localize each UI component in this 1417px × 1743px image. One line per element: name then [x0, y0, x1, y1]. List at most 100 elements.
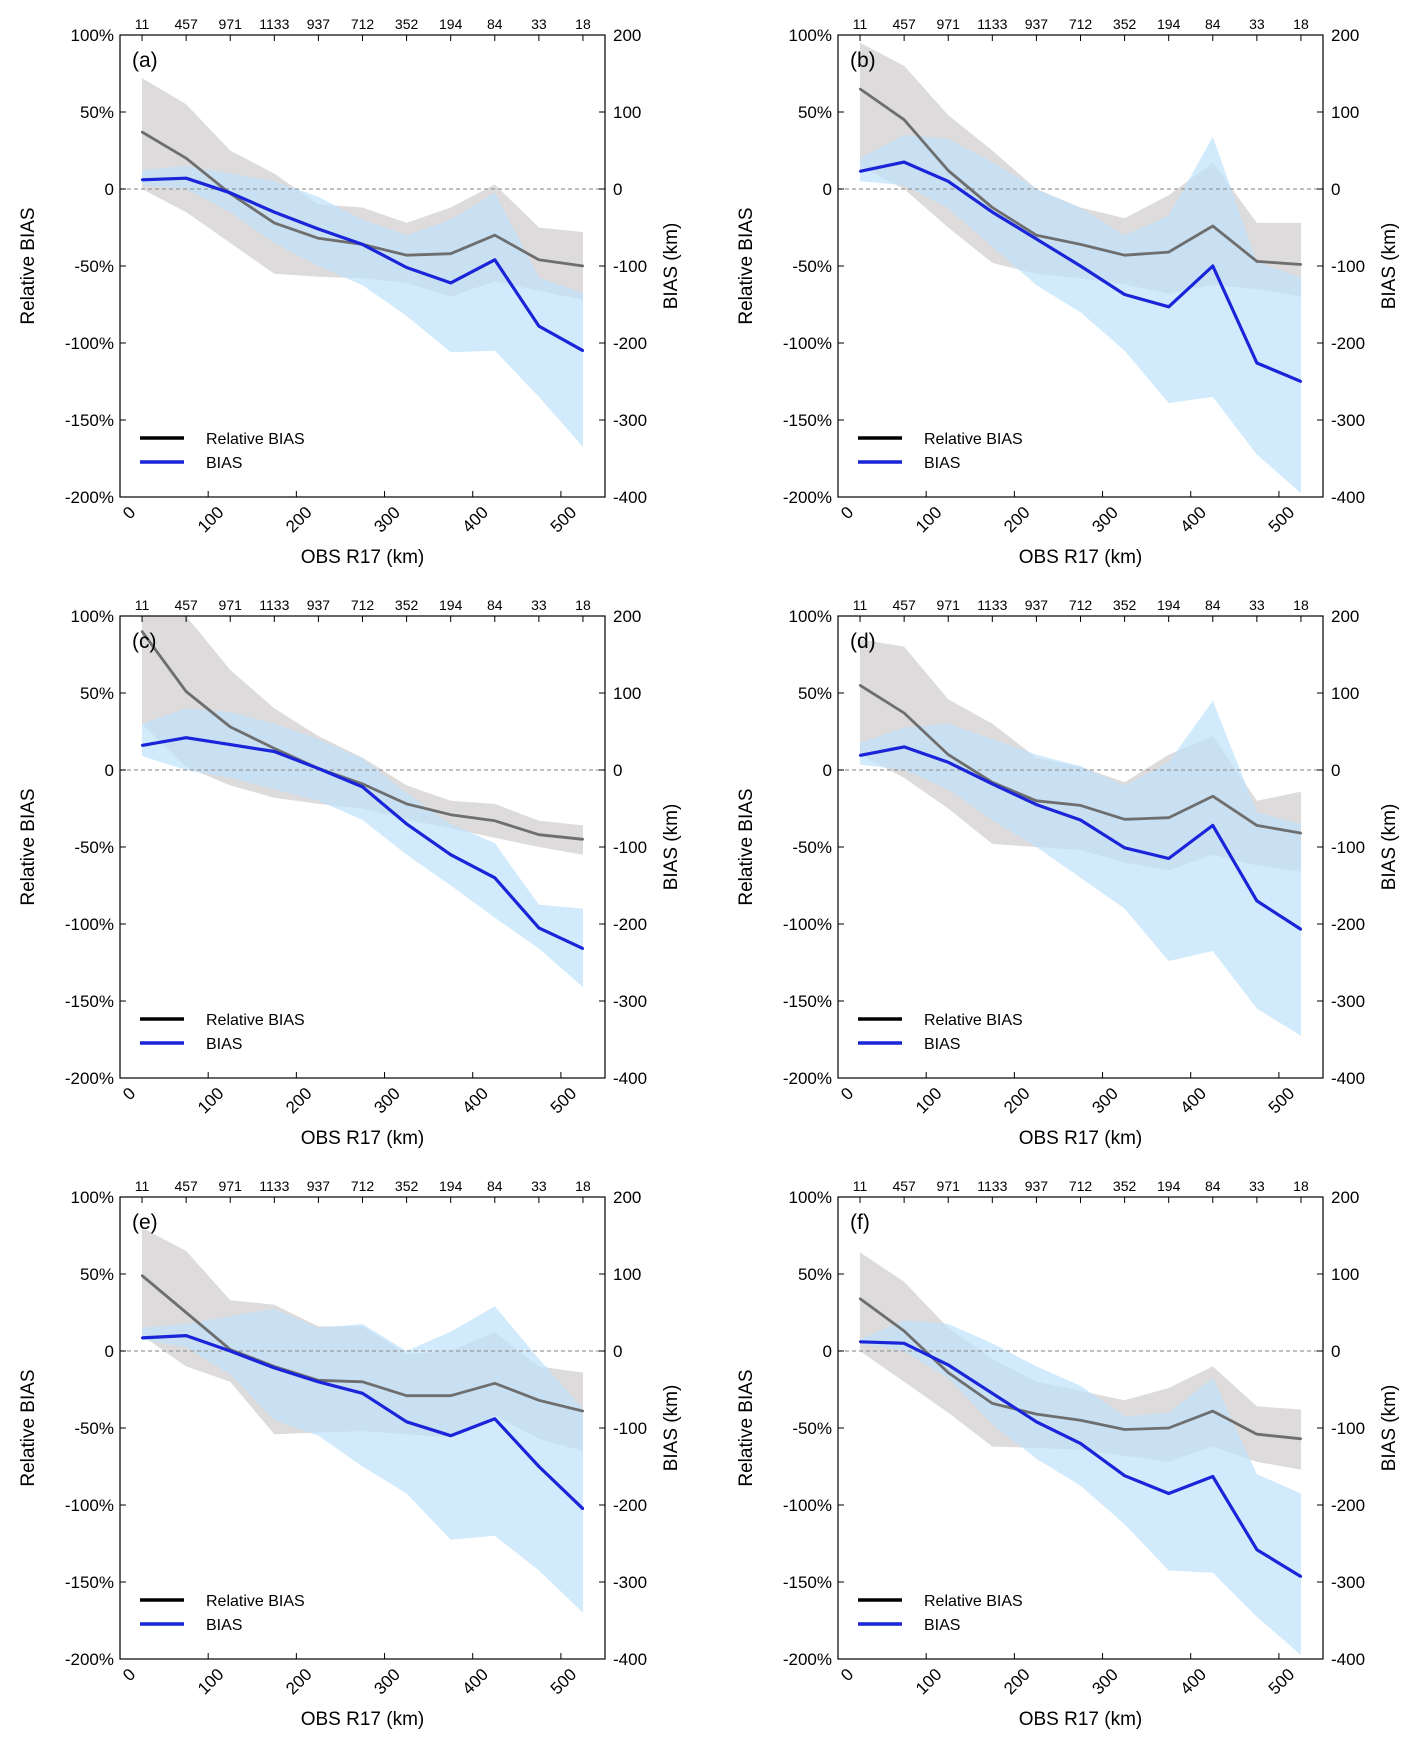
- left-tick-label: 0: [823, 1342, 832, 1361]
- x-tick-label: 200: [1000, 503, 1033, 536]
- right-tick-label: 200: [613, 1188, 641, 1207]
- right-y-axis-title: BIAS (km): [661, 804, 682, 891]
- right-tick-label: 100: [613, 684, 641, 703]
- chart-panel-e: 100% 50% 0 -50% -100% -150% -200% 200 100 0 -100 -2…: [18, 1178, 682, 1730]
- bias-point: [449, 853, 452, 856]
- x-tick-label: 0: [119, 1084, 139, 1104]
- relative-bias-point: [1211, 224, 1214, 228]
- relative-bias-point: [140, 1274, 144, 1277]
- x-tick-label: 0: [119, 1665, 139, 1685]
- left-y-axis-title: Relative BIAS: [18, 207, 39, 324]
- sample-count-label: 194: [1157, 597, 1181, 613]
- x-tick-label: 300: [1088, 503, 1121, 536]
- relative-bias-point: [537, 833, 541, 836]
- sample-count-label: 937: [307, 16, 331, 32]
- sample-count-label: 194: [439, 597, 463, 613]
- left-tick-label: 50%: [80, 684, 114, 703]
- bias-point: [581, 1507, 585, 1511]
- bias-point: [1079, 818, 1082, 822]
- sample-count-label: 457: [174, 597, 198, 613]
- bias-point: [361, 243, 364, 246]
- bias-spread-band: [142, 708, 583, 988]
- relative-bias-point: [902, 118, 906, 121]
- relative-bias-point: [140, 630, 144, 633]
- left-tick-label: 50%: [798, 103, 832, 122]
- bias-point: [493, 1417, 496, 1420]
- sample-count-label: 937: [307, 1178, 331, 1194]
- x-tick-label: 100: [912, 1084, 945, 1117]
- sample-count-label: 11: [853, 1178, 868, 1194]
- bias-spread-band: [142, 1306, 583, 1613]
- right-tick-label: -200: [1331, 334, 1365, 353]
- bias-point: [317, 227, 320, 231]
- relative-bias-point: [902, 711, 906, 715]
- sample-count-label: 18: [1293, 1178, 1309, 1194]
- relative-bias-point: [1255, 824, 1259, 827]
- bias-point: [273, 210, 276, 214]
- relative-bias-point: [1079, 243, 1082, 246]
- right-tick-label: -400: [1331, 1650, 1365, 1669]
- relative-bias-point: [1123, 1428, 1126, 1431]
- sample-count-label: 33: [531, 597, 547, 613]
- sample-count-label: 84: [487, 597, 503, 613]
- right-tick-label: 0: [613, 180, 622, 199]
- sample-count-label: 457: [892, 16, 916, 32]
- chart-panel-f: 100% 50% 0 -50% -100% -150% -200% 200 100 0 -100 -2…: [736, 1178, 1400, 1730]
- legend-label-bias: BIAS: [924, 1617, 960, 1634]
- relative-bias-point: [273, 221, 276, 225]
- bias-point: [140, 744, 144, 747]
- relative-bias-point: [140, 130, 144, 134]
- bias-point: [902, 745, 906, 749]
- bias-point: [229, 1349, 232, 1353]
- left-tick-label: 100%: [71, 1188, 114, 1207]
- sample-count-label: 712: [351, 1178, 375, 1194]
- legend-label-bias: BIAS: [206, 1617, 242, 1634]
- panel-label: (d): [850, 630, 876, 653]
- chart-panel-c: 100% 50% 0 -50% -100% -150% -200% 200 100 0 -100 -2…: [18, 597, 682, 1149]
- relative-bias-point: [493, 234, 496, 237]
- sample-count-label: 971: [219, 16, 243, 32]
- sample-count-label: 11: [853, 16, 868, 32]
- right-tick-label: 100: [1331, 1265, 1359, 1284]
- right-tick-label: -400: [613, 1069, 647, 1088]
- sample-count-label: 937: [307, 597, 331, 613]
- x-tick-label: 200: [282, 1665, 315, 1698]
- relative-bias-point: [229, 725, 232, 729]
- left-tick-label: -50%: [74, 1419, 114, 1438]
- sample-count-label: 712: [1069, 597, 1093, 613]
- right-tick-label: 200: [613, 26, 641, 45]
- bias-point: [581, 947, 585, 950]
- bias-point: [229, 191, 232, 195]
- right-tick-label: 100: [1331, 103, 1359, 122]
- left-tick-label: -100%: [783, 1496, 832, 1515]
- chart-panel-d: 100% 50% 0 -50% -100% -150% -200% 200 100 0 -100 -2…: [736, 597, 1400, 1149]
- plot-area: [120, 616, 605, 988]
- left-tick-label: -100%: [65, 915, 114, 934]
- bias-point: [405, 822, 408, 826]
- sample-count-label: 971: [937, 16, 961, 32]
- bias-spread-band: [860, 135, 1301, 494]
- bias-point: [1035, 237, 1038, 241]
- sample-count-label: 33: [1249, 16, 1265, 32]
- x-tick-label: 500: [547, 1665, 580, 1698]
- bias-point: [1211, 824, 1214, 827]
- sample-count-label: 971: [937, 1178, 961, 1194]
- right-tick-label: -300: [1331, 1573, 1365, 1592]
- bias-point: [1211, 1475, 1214, 1478]
- right-tick-label: -300: [613, 411, 647, 430]
- right-tick-label: -200: [613, 1496, 647, 1515]
- left-tick-label: 50%: [80, 1265, 114, 1284]
- x-tick-label: 500: [547, 503, 580, 536]
- sample-count-label: 18: [575, 1178, 591, 1194]
- left-tick-label: 50%: [80, 103, 114, 122]
- relative-bias-point: [1123, 818, 1126, 821]
- panel-label: (a): [132, 49, 158, 72]
- right-y-axis-title: BIAS (km): [661, 223, 682, 310]
- sample-count-label: 457: [174, 16, 198, 32]
- sample-count-label: 937: [1025, 597, 1049, 613]
- legend-label-bias: BIAS: [206, 455, 242, 472]
- relative-bias-point: [405, 1394, 408, 1397]
- bias-point: [184, 1334, 188, 1337]
- x-tick-label: 300: [1088, 1084, 1121, 1117]
